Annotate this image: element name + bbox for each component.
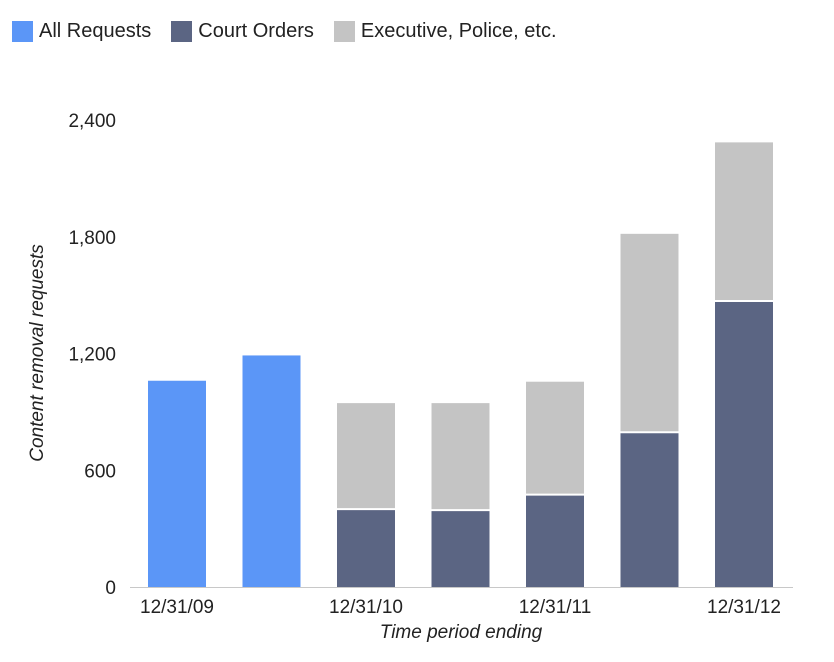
bar-all-requests-1[interactable] [242, 355, 301, 587]
bar-court-orders-4[interactable] [526, 494, 584, 587]
bar-court-orders-5[interactable] [620, 432, 679, 587]
legend-label-executive-police: Executive, Police, etc. [360, 20, 557, 42]
legend-label-all-requests: All Requests [39, 20, 152, 42]
legend-swatch-executive-police [333, 21, 355, 42]
bar-executive-police-etc-3[interactable] [431, 403, 490, 511]
bar-all-requests-0[interactable] [148, 380, 206, 587]
legend-item-executive-police[interactable]: Executive, Police, etc. [333, 20, 557, 43]
y-tick-label: 0 [105, 578, 116, 599]
y-tick-label: 600 [84, 461, 116, 482]
x-tick-label: 12/31/12 [707, 597, 781, 618]
x-tick-label: 12/31/11 [519, 597, 592, 618]
y-tick-label: 1,800 [68, 228, 116, 249]
x-axis-ticks: 12/31/09 12/31/10 12/31/11 12/31/12 [140, 597, 781, 618]
bar-court-orders-3[interactable] [431, 510, 490, 587]
x-axis-title: Time period ending [380, 622, 543, 643]
y-axis-ticks: 0 600 1,200 1,800 2,400 [68, 111, 116, 599]
legend-swatch-all-requests [12, 21, 33, 42]
y-tick-label: 1,200 [68, 345, 116, 366]
chart-legend: All Requests Court Orders Executive, Pol… [12, 20, 577, 43]
y-axis-title: Content removal requests [27, 244, 48, 462]
y-tick-label: 2,400 [68, 111, 116, 132]
bar-court-orders-2[interactable] [337, 509, 395, 587]
legend-swatch-court-orders [171, 21, 193, 42]
bar-executive-police-etc-5[interactable] [620, 233, 679, 433]
bar-executive-police-etc-6[interactable] [715, 142, 773, 301]
legend-item-court-orders[interactable]: Court Orders [171, 20, 314, 43]
bar-executive-police-etc-4[interactable] [526, 381, 584, 495]
x-tick-label: 12/31/09 [140, 597, 214, 618]
bars-group [148, 142, 773, 587]
legend-label-court-orders: Court Orders [198, 20, 314, 42]
bar-court-orders-6[interactable] [715, 300, 773, 587]
bar-executive-police-etc-2[interactable] [337, 403, 395, 510]
x-tick-label: 12/31/10 [329, 597, 403, 618]
legend-item-all-requests[interactable]: All Requests [12, 20, 151, 43]
